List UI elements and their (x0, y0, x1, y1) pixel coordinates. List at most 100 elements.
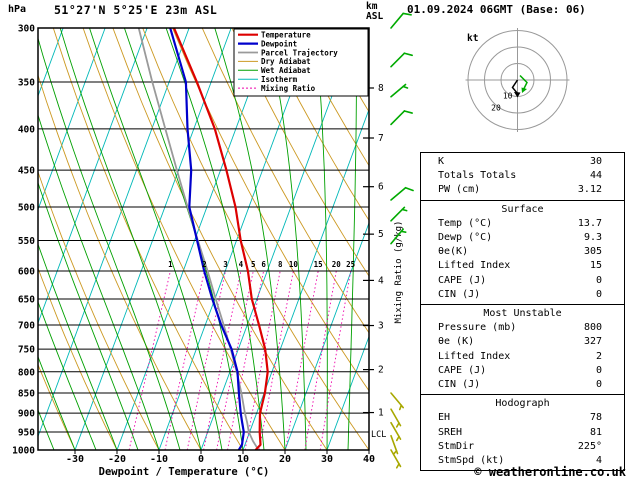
isotherm-lines (38, 28, 369, 450)
svg-text:Isotherm: Isotherm (261, 75, 298, 84)
table-row: Lifted Index 2 (421, 350, 624, 364)
x-axis-title: Dewpoint / Temperature (°C) (99, 466, 270, 478)
svg-text:20: 20 (332, 260, 342, 269)
svg-text:1: 1 (378, 408, 384, 419)
svg-text:-30: -30 (66, 454, 84, 465)
stat-label: Lifted Index (438, 350, 511, 362)
svg-text:7: 7 (378, 133, 384, 144)
svg-text:Dewpoint: Dewpoint (261, 39, 297, 48)
indices-box: K 30 Totals Totals 44 PW (cm) 3.12 (420, 152, 625, 201)
svg-text:20: 20 (279, 454, 291, 465)
table-row: Temp (°C) 13.7 (421, 217, 624, 231)
svg-text:Wet Adiabat: Wet Adiabat (261, 66, 311, 75)
stat-label: Temp (°C) (438, 217, 493, 229)
index-value: 44 (589, 170, 602, 182)
svg-text:600: 600 (18, 266, 35, 277)
stat-label: θe(K) (438, 246, 469, 258)
index-label: K (438, 156, 445, 167)
svg-text:900: 900 (18, 409, 35, 420)
station-title: 51°27'N 5°25'E 23m ASL (54, 3, 218, 17)
svg-text:350: 350 (18, 78, 35, 89)
stat-label: SREH (438, 426, 463, 438)
table-row: K 30 (421, 155, 624, 169)
svg-text:6: 6 (378, 182, 384, 193)
svg-text:500: 500 (18, 203, 35, 214)
stat-value: 13.7 (577, 217, 602, 229)
stat-value: 0 (595, 288, 602, 300)
stat-value: 327 (583, 336, 602, 348)
svg-text:850: 850 (18, 389, 35, 400)
svg-text:300: 300 (18, 24, 35, 35)
index-label: Totals Totals (438, 170, 517, 182)
stat-label: Dewp (°C) (438, 232, 493, 244)
stat-label: Lifted Index (438, 260, 511, 272)
svg-text:10: 10 (237, 454, 249, 465)
svg-text:700: 700 (18, 320, 35, 331)
index-value: 30 (589, 156, 602, 167)
svg-text:8: 8 (278, 260, 283, 269)
svg-text:Parcel Trajectory: Parcel Trajectory (261, 48, 338, 57)
table-row: CAPE (J) 0 (421, 364, 624, 378)
parcel-trace (137, 28, 260, 450)
credit-label: © weatheronline.co.uk (474, 465, 626, 479)
svg-text:800: 800 (18, 367, 35, 378)
pressure-unit-label: hPa (8, 4, 27, 15)
altitude-ref-label: ASL (366, 11, 384, 22)
table-row: SREH 81 (421, 426, 624, 440)
svg-text:6: 6 (261, 260, 266, 269)
table-row: EH 78 (421, 411, 624, 425)
table-row: Lifted Index 15 (421, 259, 624, 273)
table-row: Dewp (°C) 9.3 (421, 231, 624, 245)
stat-value: 800 (583, 322, 602, 334)
svg-text:Mixing Ratio: Mixing Ratio (261, 84, 316, 93)
chart-background (38, 28, 369, 450)
dewpoint-trace (169, 28, 245, 450)
svg-text:950: 950 (18, 428, 35, 439)
svg-text:4: 4 (378, 275, 384, 286)
svg-text:-20: -20 (108, 454, 126, 465)
stat-value: 81 (589, 426, 602, 438)
svg-text:3: 3 (378, 321, 384, 332)
hodograph-arrow (514, 92, 521, 98)
svg-text:3: 3 (223, 260, 228, 269)
table-row: CIN (J) 0 (421, 288, 624, 302)
svg-text:25: 25 (346, 260, 355, 269)
temperature-trace (172, 28, 269, 450)
section-title: Most Unstable (483, 308, 562, 320)
stat-value: 0 (595, 274, 602, 286)
lcl-label: LCL (371, 430, 386, 440)
stat-label: θe (K) (438, 336, 475, 348)
svg-text:15: 15 (314, 260, 323, 269)
stat-label: Pressure (mb) (438, 322, 517, 334)
stat-value: 0 (595, 364, 602, 376)
svg-text:1: 1 (168, 260, 173, 269)
storm-motion-arrow (521, 87, 527, 93)
table-row: CAPE (J) 0 (421, 274, 624, 288)
svg-text:0: 0 (198, 454, 204, 465)
svg-text:450: 450 (18, 166, 35, 177)
plot-border (37, 27, 370, 451)
svg-text:40: 40 (363, 454, 375, 465)
table-row: Totals Totals 44 (421, 169, 624, 183)
svg-text:-10: -10 (150, 454, 168, 465)
stat-value: 305 (583, 246, 602, 258)
mixing-ratio-lines (128, 270, 352, 450)
most-unstable-box: Most Unstable Pressure (mb) 800 θe (K) 3… (420, 304, 625, 396)
svg-text:10: 10 (503, 92, 513, 101)
stats-panel: K 30 Totals Totals 44 PW (cm) 3.12 Surfa… (420, 152, 625, 472)
stat-value: 2 (595, 350, 602, 362)
altitude-unit-label: km (366, 1, 378, 12)
svg-text:Dry Adiabat: Dry Adiabat (261, 57, 311, 66)
hodograph-stats-box: Hodograph EH 78 SREH 81 StmDir 225° StmS… (420, 394, 625, 472)
temperature-axis-labels: -30 -20 -10 0 10 20 30 40 (66, 450, 375, 465)
svg-text:8: 8 (378, 83, 384, 94)
stat-label: CAPE (J) (438, 274, 487, 286)
hodograph-unit-label: kt (467, 33, 478, 44)
stat-value: 225° (577, 440, 602, 452)
svg-text:650: 650 (18, 295, 35, 306)
svg-text:Temperature: Temperature (261, 31, 311, 40)
svg-text:10: 10 (289, 260, 299, 269)
